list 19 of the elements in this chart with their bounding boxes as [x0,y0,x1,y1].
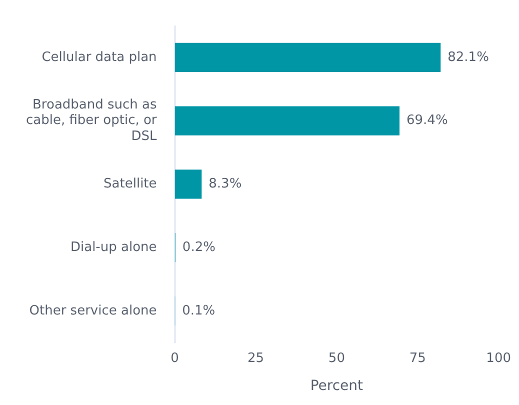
y-tick-label: Broadband such as cable, fiber optic, or DSL [26,98,158,144]
data-label: 0.2% [182,240,216,255]
bar [174,106,400,136]
y-tick-label: Other service alone [29,303,157,318]
data-label: 82.1% [448,50,489,65]
y-tick-label: Satellite [104,176,157,192]
x-tick-label: 50 [328,350,345,366]
x-tick-label: 25 [247,350,264,366]
x-tick-label: 100 [486,350,512,366]
bar [174,170,202,199]
data-label: 8.3% [208,176,242,192]
data-label: 69.4% [406,113,448,128]
bar [174,42,441,72]
y-tick-label: Cellular data plan [42,50,157,65]
y-tick-label: Dial-up alone [70,240,157,255]
data-label: 0.1% [182,303,216,318]
x-axis-title: Percent [310,378,364,394]
x-tick-label: 0 [170,350,179,366]
x-tick-label: 75 [409,350,426,366]
